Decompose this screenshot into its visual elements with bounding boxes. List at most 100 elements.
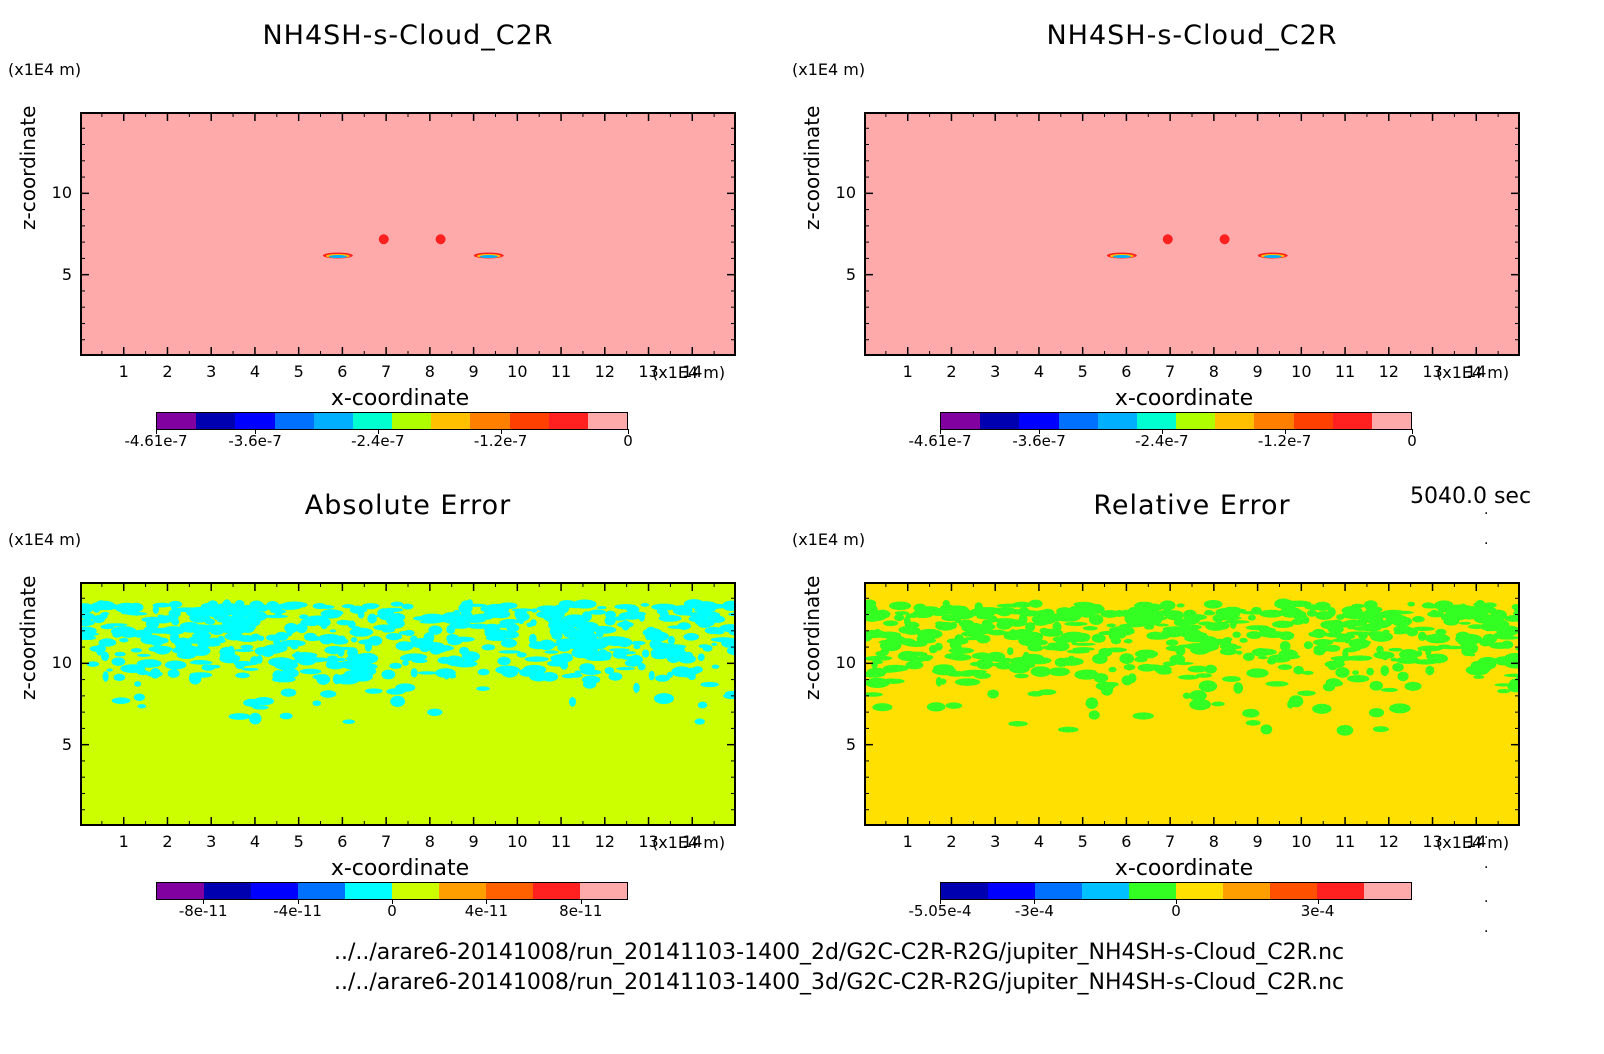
- colorbar-segment: [1097, 413, 1137, 429]
- error-patch: [1202, 642, 1219, 651]
- colorbar-tick: [1034, 899, 1036, 904]
- error-patch: [1352, 670, 1359, 675]
- colorbar-tick: [203, 899, 205, 904]
- error-patch: [1111, 629, 1127, 633]
- error-patch: [989, 662, 1015, 667]
- error-patch: [1482, 633, 1498, 644]
- error-patch: [893, 614, 905, 621]
- colorbar-segment: [1270, 883, 1317, 899]
- error-patch: [253, 697, 275, 706]
- error-patch: [866, 677, 890, 689]
- x-tick-label: 2: [946, 832, 956, 851]
- x-tick-label: 3: [206, 362, 216, 381]
- error-patch: [1032, 621, 1048, 626]
- error-patch: [410, 668, 418, 678]
- error-patch: [1279, 641, 1291, 652]
- error-patch: [381, 669, 396, 680]
- colorbar-segment: [587, 413, 628, 429]
- error-patch: [714, 630, 725, 635]
- error-patch: [647, 631, 669, 642]
- error-patch: [235, 662, 245, 670]
- error-patch: [1392, 663, 1404, 672]
- error-patch: [175, 645, 184, 651]
- error-patch: [126, 611, 148, 616]
- colorbar-tick: [486, 899, 488, 904]
- error-patch: [337, 646, 345, 657]
- error-patch: [188, 672, 202, 685]
- error-patch: [128, 602, 144, 613]
- error-patch: [1030, 666, 1052, 677]
- x-unit-label: (x1E4 m): [1436, 363, 1510, 382]
- error-patch: [1268, 654, 1292, 663]
- error-patch: [1056, 607, 1074, 616]
- y-tick-label: 10: [835, 183, 856, 203]
- error-patch: [1312, 703, 1332, 714]
- error-patch: [882, 664, 909, 672]
- error-patch: [1246, 668, 1269, 678]
- error-patch: [105, 623, 128, 627]
- error-patch: [120, 664, 146, 673]
- x-tick-label: 10: [1291, 832, 1311, 851]
- error-patch: [1257, 656, 1269, 660]
- error-patch: [702, 644, 713, 652]
- colorbar-tick: [1039, 429, 1041, 434]
- x-tick-label: 7: [381, 832, 391, 851]
- error-patch: [133, 693, 146, 701]
- error-patch: [111, 657, 126, 666]
- error-patch: [497, 656, 511, 666]
- error-patch: [476, 686, 490, 691]
- error-patch: [551, 628, 559, 639]
- error-patch: [419, 642, 431, 653]
- error-patch: [511, 608, 534, 612]
- colorbar-tick-label: -4e-11: [273, 902, 322, 920]
- colorbar-segment: [1082, 883, 1129, 899]
- error-patch: [92, 605, 101, 613]
- error-patch: [933, 664, 955, 672]
- error-patch: [637, 663, 646, 671]
- error-patch: [935, 621, 956, 631]
- error-patch: [1063, 637, 1076, 641]
- x-tick-label: 11: [551, 362, 571, 381]
- error-patch: [316, 674, 331, 685]
- error-patch: [150, 668, 161, 679]
- x-tick-label: 7: [381, 362, 391, 381]
- error-patch: [575, 621, 599, 631]
- error-patch: [176, 651, 197, 660]
- error-patch: [492, 636, 507, 641]
- y-tick-label: 5: [845, 264, 856, 284]
- error-patch: [616, 667, 635, 671]
- colorbar-segment: [980, 413, 1020, 429]
- error-patch: [1449, 614, 1476, 618]
- x-tick-label: 8: [1209, 832, 1219, 851]
- chart-title: Absolute Error: [304, 490, 512, 521]
- error-patch: [560, 626, 579, 636]
- cloud-feature-blob: [378, 234, 389, 245]
- error-patch: [1064, 621, 1088, 627]
- error-patch: [98, 638, 117, 647]
- error-patch: [1494, 683, 1512, 687]
- error-patch: [1509, 678, 1518, 689]
- error-patch: [329, 629, 337, 633]
- error-patch: [1246, 631, 1262, 640]
- error-patch: [266, 600, 280, 611]
- colorbar-tick-label: 3e-4: [1300, 902, 1335, 920]
- error-patch: [1106, 623, 1116, 628]
- colorbar-segment: [1058, 413, 1098, 429]
- error-patch: [1233, 682, 1244, 694]
- error-patch: [1072, 647, 1095, 651]
- colorbar-tick: [628, 429, 629, 434]
- error-patch: [1221, 675, 1241, 683]
- error-patch: [1368, 707, 1385, 718]
- colorbar: [156, 412, 628, 430]
- error-patch: [592, 626, 617, 634]
- error-patch: [709, 615, 726, 623]
- error-patch: [655, 674, 670, 682]
- error-patch: [268, 657, 294, 667]
- error-patch: [427, 708, 443, 717]
- error-patch: [608, 672, 623, 681]
- error-patch: [417, 671, 437, 675]
- error-patch: [907, 656, 927, 663]
- error-patch: [905, 660, 924, 670]
- colorbar-segment: [1254, 413, 1294, 429]
- error-patch: [362, 603, 380, 609]
